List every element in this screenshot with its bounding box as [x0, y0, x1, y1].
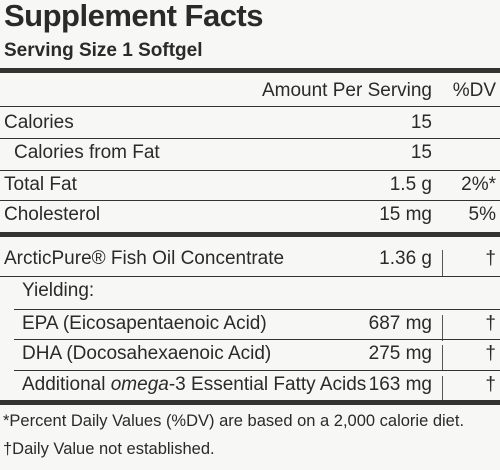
nutrient-name: Additional omega-3 Essential Fatty Acids — [22, 374, 366, 396]
nutrient-name: Yielding: — [22, 280, 95, 301]
rule — [0, 68, 500, 73]
daily-value: † — [485, 374, 496, 395]
column-header: Amount Per Serving — [261, 80, 432, 101]
footnote: *Percent Daily Values (%DV) are based on… — [3, 412, 465, 430]
footnote: †Daily Value not established. — [3, 440, 215, 458]
name-part: -3 Essential Fatty Acids — [168, 374, 367, 395]
rule — [14, 370, 500, 371]
nutrient-name: ArcticPure® Fish Oil Concentrate — [4, 248, 285, 269]
divider — [442, 250, 443, 276]
nutrient-name: EPA (Eicosapentaenoic Acid) — [22, 313, 267, 334]
daily-value: † — [485, 313, 496, 334]
nutrient-name: DHA (Docosahexaenoic Acid) — [22, 343, 272, 364]
daily-value: 5% — [468, 204, 496, 225]
rule — [0, 200, 500, 201]
divider — [442, 315, 443, 341]
rule — [0, 138, 500, 139]
divider — [442, 345, 443, 371]
amount: 275 mg — [368, 343, 432, 364]
rule — [0, 400, 500, 405]
nutrient-name: Calories — [4, 112, 74, 133]
rule — [14, 309, 500, 310]
name-part: Additional — [22, 374, 111, 395]
amount: 163 mg — [368, 374, 432, 395]
name-part: omega — [110, 374, 169, 395]
amount: 15 — [410, 142, 432, 163]
rule — [0, 232, 500, 237]
rule — [0, 170, 500, 171]
daily-value: † — [485, 248, 496, 269]
rule — [14, 339, 500, 340]
amount: 1.5 g — [389, 174, 432, 195]
daily-value: 2%* — [461, 174, 496, 195]
divider — [442, 376, 443, 402]
nutrient-name: Calories from Fat — [14, 142, 160, 163]
title: Supplement Facts — [4, 0, 264, 33]
amount: 15 mg — [379, 204, 432, 225]
amount: 687 mg — [368, 313, 432, 334]
column-header: %DV — [452, 80, 496, 101]
nutrient-name: Total Fat — [4, 174, 77, 195]
daily-value: † — [485, 343, 496, 364]
rule — [0, 276, 500, 277]
amount: 1.36 g — [379, 248, 432, 269]
nutrient-name: Cholesterol — [4, 204, 101, 225]
serving-size: Serving Size 1 Softgel — [4, 40, 203, 61]
amount: 15 — [410, 112, 432, 133]
rule — [0, 106, 500, 107]
